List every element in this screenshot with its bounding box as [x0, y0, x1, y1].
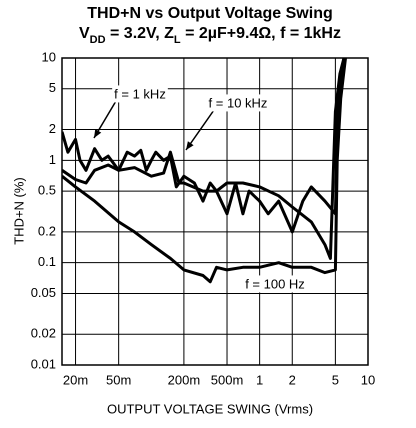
series-line [62, 58, 346, 260]
annotation-box [243, 275, 307, 293]
series-label: f = 100 Hz [245, 276, 305, 291]
arrow-head [94, 129, 102, 138]
x-tick-label: 1 [256, 372, 263, 387]
annotation-box [206, 94, 270, 112]
y-tick-label: 0.01 [31, 356, 56, 371]
y-tick-label: 2 [49, 121, 56, 136]
x-tick-label: 500m [211, 372, 244, 387]
x-tick-label: 5 [332, 372, 339, 387]
arrow-head [186, 141, 194, 150]
x-tick-label: 2 [289, 372, 296, 387]
y-tick-label: 1 [49, 152, 56, 167]
series-line [62, 58, 346, 234]
subtitle-part: L [174, 34, 181, 46]
y-axis-label: THD+N (%) [11, 177, 26, 245]
x-axis-label: OUTPUT VOLTAGE SWING (Vrms) [107, 401, 313, 416]
subtitle-part: DD [90, 34, 106, 46]
plot-frame [61, 57, 369, 366]
y-tick-label: 0.2 [38, 223, 56, 238]
subtitle-part: V [79, 25, 90, 42]
x-tick-label: 20m [63, 372, 88, 387]
x-tick-label: 10 [361, 372, 375, 387]
x-tick-label: 50m [106, 372, 131, 387]
chart-title: THD+N vs Output Voltage Swing [87, 5, 333, 22]
annotation-box [112, 85, 168, 103]
y-tick-label: 0.05 [31, 285, 56, 300]
series-label: f = 10 kHz [209, 95, 268, 110]
y-tick-label: 10 [42, 49, 56, 64]
series-label: f = 1 kHz [114, 86, 166, 101]
y-tick-label: 0.1 [38, 254, 56, 269]
series-line [62, 58, 347, 284]
x-tick-label: 200m [168, 372, 201, 387]
y-tick-label: 5 [49, 80, 56, 95]
y-tick-label: 0.02 [31, 326, 56, 341]
subtitle-part: = 3.2V, Z [106, 25, 175, 42]
subtitle-part: = 2µF+9.4Ω, f = 1kHz [181, 25, 341, 42]
chart-subtitle: VDD = 3.2V, ZL = 2µF+9.4Ω, f = 1kHz [79, 25, 341, 46]
y-tick-label: 0.5 [38, 183, 56, 198]
